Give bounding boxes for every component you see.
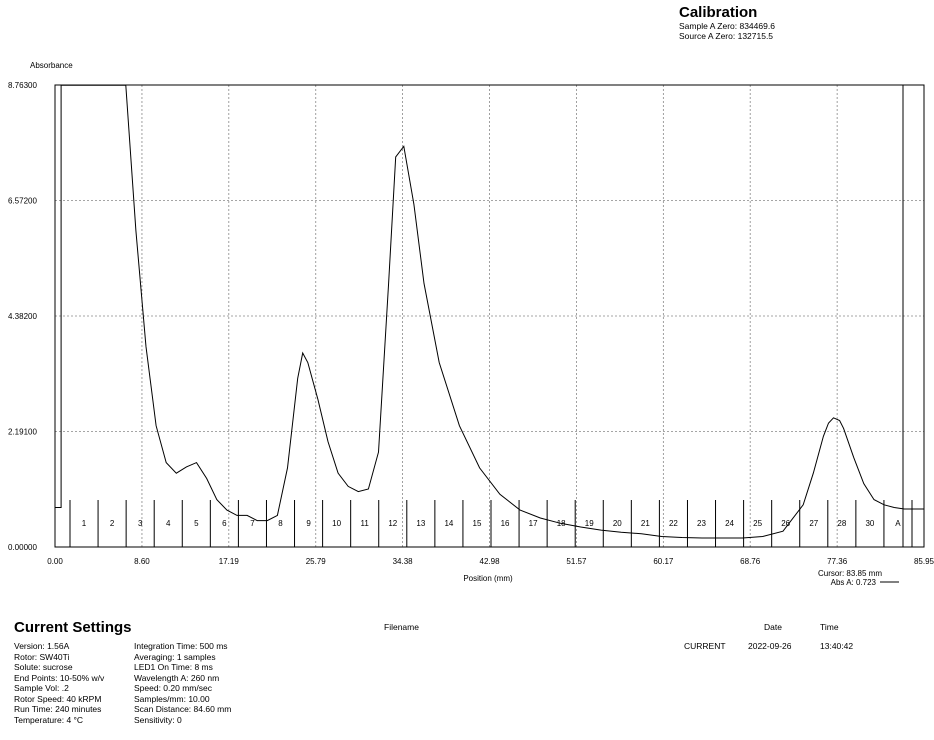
y-axis-title: Absorbance [30, 61, 73, 70]
plot-frame [54, 84, 925, 548]
setting-speed: Speed: 0.20 mm/sec [134, 683, 212, 693]
y-tick-label: 6.57200 [8, 197, 37, 206]
x-tick-label: 85.95 [914, 557, 934, 566]
fraction-label: 7 [250, 519, 255, 528]
fraction-label: 8 [278, 519, 283, 528]
fraction-label: 17 [529, 519, 538, 528]
absorbance-chart: Absorbance Position (mm) 0.00000 2.19100 4… [8, 61, 934, 587]
fraction-label: 9 [306, 519, 311, 528]
x-tick-label: 8.60 [134, 557, 150, 566]
fraction-label: 26 [781, 519, 790, 528]
fraction-label: 28 [837, 519, 846, 528]
y-tick-label: 8.76300 [8, 81, 37, 90]
setting-averaging: Averaging: 1 samples [134, 651, 216, 662]
filename-header: Filename [384, 622, 419, 632]
calibration-title: Calibration [679, 4, 758, 21]
x-tick-label: 51.57 [566, 557, 587, 566]
filename-value: CURRENT [684, 641, 726, 651]
y-tick-label: 4.38200 [8, 312, 37, 321]
x-tick-label: 0.00 [47, 557, 63, 566]
x-axis-title: Position (mm) [463, 574, 513, 583]
fraction-label: 21 [641, 519, 650, 528]
fraction-label: 10 [332, 519, 341, 528]
fraction-label: 4 [166, 519, 171, 528]
fraction-label: 2 [110, 519, 115, 528]
fraction-label: 5 [194, 519, 199, 528]
setting-rotor-speed: Rotor Speed: 40 kRPM [14, 693, 102, 704]
fraction-label: 27 [809, 519, 818, 528]
setting-end-points: End Points: 10-50% w/v [14, 672, 105, 683]
fraction-label: 19 [585, 519, 594, 528]
x-tick-label: 34.38 [393, 557, 414, 566]
setting-samples-per-mm: Samples/mm: 10.00 [134, 693, 210, 704]
setting-rotor: Rotor: SW40Ti [14, 651, 70, 662]
cursor-position: Cursor: 83.85 mm [818, 569, 882, 578]
fraction-label: 11 [361, 519, 370, 528]
setting-version: Version: 1.56A [14, 641, 70, 651]
cursor-value: Abs A: 0.723 [831, 578, 877, 587]
fraction-label: 1 [82, 519, 87, 528]
y-tick-label: 0.00000 [8, 543, 37, 552]
setting-scan-distance: Scan Distance: 84.60 mm [134, 704, 232, 714]
x-tick-label: 42.98 [480, 557, 501, 566]
absorbance-trace [55, 84, 924, 539]
x-tick-label: 25.79 [306, 557, 327, 566]
setting-temperature: Temperature: 4 °C [14, 714, 84, 725]
setting-solute: Solute: sucrose [14, 662, 73, 672]
x-tick-label: 17.19 [219, 557, 240, 566]
fraction-label: A [895, 519, 901, 528]
fraction-label: 22 [669, 519, 678, 528]
x-tick-label: 77.36 [827, 557, 848, 566]
settings-col-1: Version: 1.56A Rotor: SW40Ti Solute: suc… [14, 641, 104, 725]
x-tick-label: 60.17 [653, 557, 674, 566]
fraction-label: 12 [388, 519, 397, 528]
setting-sensitivity: Sensitivity: 0 [134, 714, 182, 725]
calibration-block: Calibration Sample A Zero: 834469.6 Sour… [679, 4, 775, 41]
fraction-label: 25 [753, 519, 762, 528]
time-value: 13:40:42 [820, 641, 854, 651]
fraction-label: 23 [697, 519, 706, 528]
setting-sample-vol: Sample Vol: .2 [14, 683, 69, 693]
setting-integration-time: Integration Time: 500 ms [134, 641, 228, 651]
source-a-zero: Source A Zero: 132715.5 [679, 31, 774, 41]
fraction-label: 30 [865, 519, 874, 528]
date-header: Date [764, 622, 782, 632]
setting-run-time: Run Time: 240 minutes [14, 704, 102, 714]
settings-col-2: Integration Time: 500 ms Averaging: 1 sa… [134, 641, 231, 725]
fraction-label: 3 [138, 519, 143, 528]
setting-led-on-time: LED1 On Time: 8 ms [134, 662, 213, 672]
x-tick-label: 68.76 [740, 557, 761, 566]
fraction-label: 16 [501, 519, 510, 528]
fraction-label: 24 [725, 519, 734, 528]
fraction-label: 6 [222, 519, 227, 528]
fraction-label: 15 [473, 519, 482, 528]
fraction-label: 14 [444, 519, 453, 528]
y-tick-label: 2.19100 [8, 427, 37, 436]
time-header: Time [820, 622, 839, 632]
date-value: 2022-09-26 [748, 641, 792, 651]
current-settings-title: Current Settings [14, 619, 132, 636]
fraction-label: 13 [416, 519, 425, 528]
fraction-label: 20 [613, 519, 622, 528]
sample-a-zero: Sample A Zero: 834469.6 [679, 21, 775, 31]
setting-wavelength: Wavelength A: 260 nm [134, 672, 220, 683]
